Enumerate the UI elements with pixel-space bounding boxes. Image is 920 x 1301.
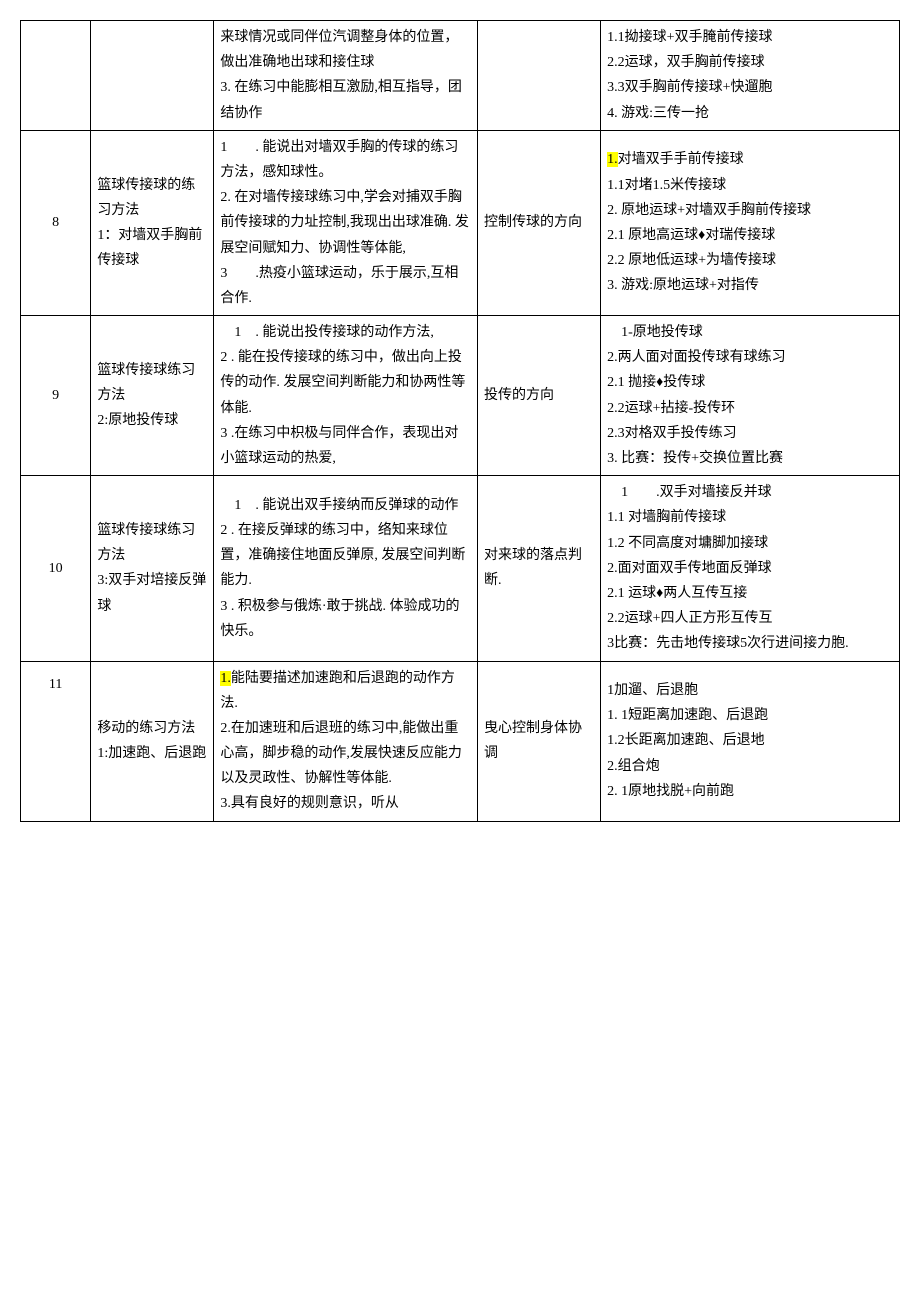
highlight: 1.: [607, 152, 618, 167]
text: 2.在加速班和后退班的练习中,能做出重心高，脚步稳的动作,发展快速反应能力以及灵…: [220, 721, 462, 812]
text: 1.1对堵1.5米传接球2. 原地运球+对墙双手胸前传接球2.1 原地高运球♦对…: [607, 178, 811, 294]
table-row: 8 篮球传接球的练习方法1：对墙双手胸前传接球 1 . 能说出对墙双手胸的传球的…: [21, 130, 900, 315]
cell-num: 10: [21, 476, 91, 661]
table-row: 10 篮球传接球练习方法3:双手对培接反弹球 1 . 能说出双手接纳而反弹球的动…: [21, 476, 900, 661]
cell-key: 控制传球的方向: [478, 130, 601, 315]
text: 能陆要描述加速跑和后退跑的动作方法.: [220, 671, 455, 711]
cell-num: 11: [21, 661, 91, 821]
cell-objectives: 1 . 能说出投传接球的动作方法,2 . 能在投传接球的练习中，做出向上投传的动…: [214, 316, 478, 476]
cell-content: 1 .双手对墙接反并球1.1 对墙胸前传接球1.2 不同高度对墉脚加接球2.面对…: [601, 476, 900, 661]
cell-key: 投传的方向: [478, 316, 601, 476]
cell-content: 1-原地投传球2.两人面对面投传球有球练习2.1 抛接♦投传球2.2运球+拈接-…: [601, 316, 900, 476]
lesson-plan-table: 来球情况或同伴位汽调整身体的位置，做出准确地出球和接住球3. 在练习中能膨相互激…: [20, 20, 900, 822]
cell-key: 曳心控制身体协调: [478, 661, 601, 821]
cell-objectives: 1.能陆要描述加速跑和后退跑的动作方法. 2.在加速班和后退班的练习中,能做出重心…: [214, 661, 478, 821]
table-row: 来球情况或同伴位汽调整身体的位置，做出准确地出球和接住球3. 在练习中能膨相互激…: [21, 21, 900, 131]
cell-objectives: 1 . 能说出双手接纳而反弹球的动作2 . 在接反弹球的练习中，络知来球位置，准…: [214, 476, 478, 661]
cell-num: 9: [21, 316, 91, 476]
cell-content: 1.对墙双手手前传接球 1.1对堵1.5米传接球2. 原地运球+对墙双手胸前传接球…: [601, 130, 900, 315]
cell-title: [91, 21, 214, 131]
cell-key: 对来球的落点判断.: [478, 476, 601, 661]
cell-title: 篮球传接球的练习方法1：对墙双手胸前传接球: [91, 130, 214, 315]
cell-title: 篮球传接球练习方法3:双手对培接反弹球: [91, 476, 214, 661]
table-row: 9 篮球传接球练习方法2:原地投传球 1 . 能说出投传接球的动作方法,2 . …: [21, 316, 900, 476]
cell-content: 1.1拗接球+双手腌前传接球2.2运球，双手胸前传接球3.3双手胸前传接球+快遛…: [601, 21, 900, 131]
cell-objectives: 来球情况或同伴位汽调整身体的位置，做出准确地出球和接住球3. 在练习中能膨相互激…: [214, 21, 478, 131]
cell-objectives: 1 . 能说出对墙双手胸的传球的练习方法，感知球性。2. 在对墙传接球练习中,学…: [214, 130, 478, 315]
highlight: 1.: [220, 671, 231, 686]
cell-num: 8: [21, 130, 91, 315]
table-row: 11 移动的练习方法1:加速跑、后退跑 1.能陆要描述加速跑和后退跑的动作方法.…: [21, 661, 900, 821]
text: 对墙双手手前传接球: [618, 152, 744, 167]
cell-title: 移动的练习方法1:加速跑、后退跑: [91, 661, 214, 821]
cell-num: [21, 21, 91, 131]
table-body: 来球情况或同伴位汽调整身体的位置，做出准确地出球和接住球3. 在练习中能膨相互激…: [21, 21, 900, 822]
cell-content: 1加遛、后退胞1. 1短距离加速跑、后退跑1.2长距离加速跑、后退地2.组合炮2…: [601, 661, 900, 821]
cell-key: [478, 21, 601, 131]
cell-title: 篮球传接球练习方法2:原地投传球: [91, 316, 214, 476]
